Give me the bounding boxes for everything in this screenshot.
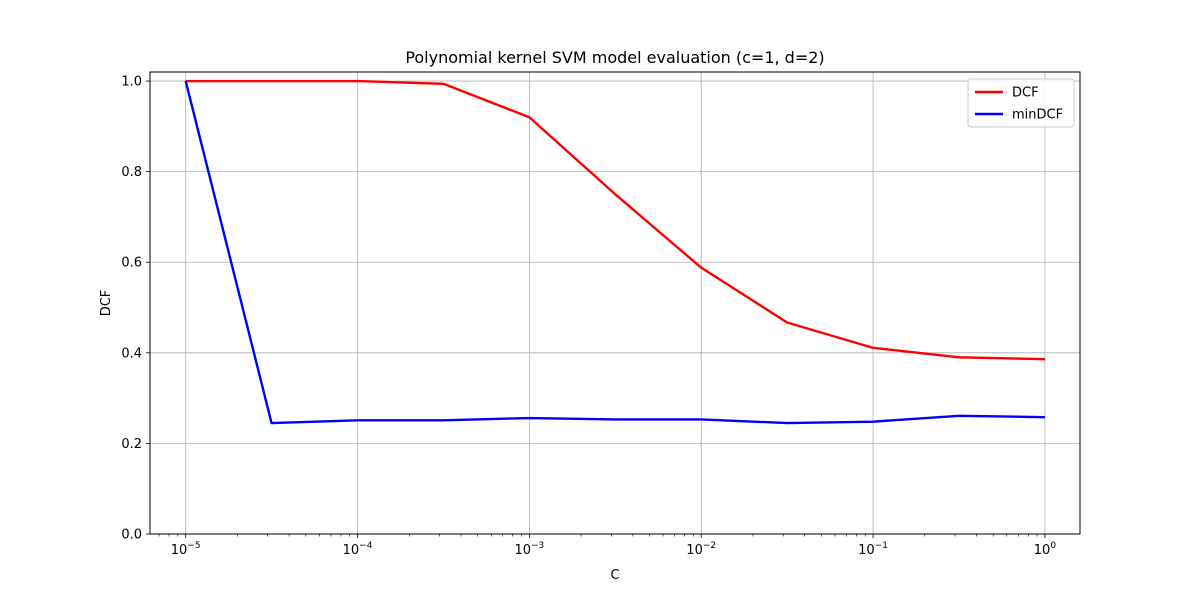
x-tick-base: 10 (171, 543, 188, 558)
y-tick-label: 0.6 (121, 256, 142, 271)
x-tick-base: 10 (1034, 543, 1051, 558)
series-layer (184, 79, 1045, 425)
x-axis-label: C (610, 568, 619, 583)
x-tick-label: 10−1 (858, 541, 888, 558)
legend: DCF minDCF (967, 78, 1075, 128)
x-tick-exponent: −1 (875, 541, 888, 551)
x-tick-exponent: −2 (703, 541, 716, 551)
x-tick-label: 100 (1034, 541, 1057, 558)
series-line-dcf (185, 79, 1045, 361)
x-tick-exponent: −5 (187, 541, 200, 551)
x-tick-label: 10−3 (514, 541, 544, 558)
x-tick-base: 10 (858, 543, 875, 558)
y-tick-label: 0.0 (121, 528, 142, 543)
y-tick-label: 0.2 (121, 437, 142, 452)
x-tick-base: 10 (514, 543, 531, 558)
x-tick-exponent: −3 (531, 541, 544, 551)
y-tick-label: 0.4 (121, 346, 142, 361)
legend-label: DCF (1012, 86, 1039, 101)
chart-title: Polynomial kernel SVM model evaluation (… (405, 48, 824, 67)
series-line-mindcf (184, 80, 1045, 425)
x-tick-base: 10 (343, 543, 360, 558)
x-axis: 10−5 10−4 10−3 10−2 10−1 100 (158, 534, 1057, 558)
x-tick-base: 10 (686, 543, 703, 558)
y-axis: 0.0 0.2 0.4 0.6 0.8 1.0 (121, 75, 150, 543)
x-tick-label: 10−4 (343, 541, 373, 558)
x-tick-label: 10−5 (171, 541, 201, 558)
y-tick-label: 1.0 (121, 75, 142, 90)
axes-frame (149, 71, 1081, 535)
y-axis-label: DCF (99, 290, 114, 317)
y-tick-label: 0.8 (121, 165, 142, 180)
legend-label: minDCF (1012, 108, 1063, 123)
x-tick-exponent: −4 (359, 541, 373, 551)
x-tick-label: 10−2 (686, 541, 716, 558)
x-tick-exponent: 0 (1050, 541, 1056, 551)
